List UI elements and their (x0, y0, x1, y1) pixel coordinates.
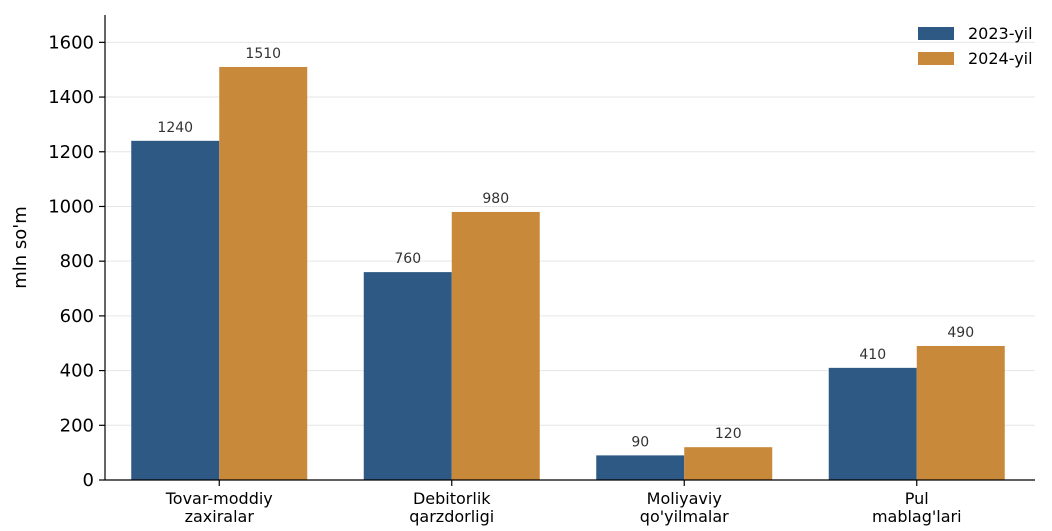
bar-2-1 (219, 66, 308, 481)
data-label: 760 (394, 251, 421, 267)
y-tick-label: 600 (60, 306, 94, 327)
legend-label: 2024-yil (968, 49, 1033, 68)
x-tick-label-line: mablag'lari (872, 507, 962, 526)
y-tick-label: 800 (60, 251, 94, 272)
y-tick-label: 1000 (48, 196, 94, 217)
bar-2-4 (916, 345, 1005, 480)
legend-swatch (918, 27, 954, 40)
x-tick-label-line: qo'yilmalar (640, 507, 729, 526)
legend-label: 2023-yil (968, 24, 1033, 43)
bar-1-2 (363, 272, 452, 480)
y-tick-label: 0 (83, 470, 94, 491)
data-label: 490 (947, 325, 974, 341)
bar-2-3 (684, 447, 773, 480)
x-tick-label: Pul mablag'lari (872, 489, 962, 526)
x-tick-label-line: zaxiralar (185, 507, 255, 526)
legend-swatch (918, 52, 954, 65)
x-tick-label-line: Debitorlik (413, 489, 491, 508)
x-tick-label: Debitorlik qarzdorligi (409, 489, 494, 526)
bar-1-3 (596, 455, 685, 480)
data-label: 120 (715, 426, 742, 442)
x-tick-label-line: Pul (905, 489, 929, 508)
bar-1-4 (828, 367, 917, 480)
data-label: 90 (631, 434, 649, 450)
data-label: 980 (482, 191, 509, 207)
y-tick-label: 200 (60, 415, 94, 436)
bar-2-2 (451, 211, 540, 481)
x-tick-label-line: qarzdorligi (409, 507, 494, 526)
y-tick-label: 400 (60, 361, 94, 382)
x-tick-label: Moliyaviy qo'yilmalar (640, 489, 729, 526)
data-label: 1510 (245, 46, 281, 62)
y-tick-label: 1600 (48, 32, 94, 53)
x-tick-label: Tovar-moddiy zaxiralar (165, 489, 273, 526)
x-tick-label-line: Tovar-moddiy (165, 489, 273, 508)
x-tick-label-line: Moliyaviy (647, 489, 722, 508)
y-tick-label: 1400 (48, 87, 94, 108)
y-axis-label: mln so'm (10, 206, 31, 289)
data-label: 1240 (157, 120, 193, 136)
bar-1-1 (131, 140, 220, 480)
y-tick-label: 1200 (48, 142, 94, 163)
data-label: 410 (859, 347, 886, 363)
